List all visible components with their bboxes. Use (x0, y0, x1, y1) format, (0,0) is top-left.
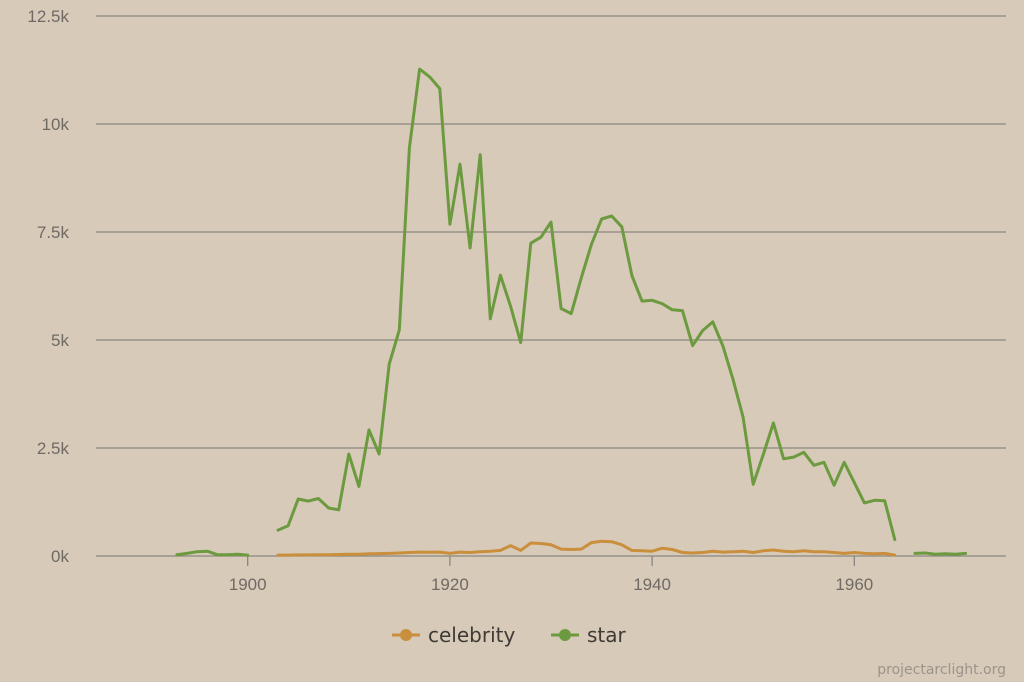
legend-item-star[interactable]: star (551, 623, 627, 647)
legend-label: celebrity (428, 623, 515, 647)
series-line-star (276, 67, 897, 542)
x-tick-label: 1960 (835, 575, 873, 594)
x-tick-label: 1900 (229, 575, 267, 594)
legend-swatch-marker (400, 629, 412, 641)
y-tick-label: 2.5k (37, 439, 70, 458)
legend-label: star (587, 623, 627, 647)
y-tick-label: 0k (51, 547, 69, 566)
y-tick-label: 7.5k (37, 223, 70, 242)
y-axis-ticks: 0k 2.5k 5k 7.5k 10k 12.5k (27, 7, 69, 566)
grid-lines (96, 15, 1006, 557)
series-line-star (913, 551, 968, 556)
legend[interactable]: celebrity star (392, 623, 627, 647)
series-line-star (175, 549, 250, 557)
x-tick-label: 1940 (633, 575, 671, 594)
credit-text: projectarclight.org (877, 662, 1006, 678)
y-tick-label: 12.5k (27, 7, 69, 26)
series-lines (175, 67, 968, 557)
series-line-celebrity (276, 539, 897, 557)
legend-item-celebrity[interactable]: celebrity (392, 623, 515, 647)
x-axis: 1900 1920 1940 1960 (229, 556, 873, 594)
x-tick-label: 1920 (431, 575, 469, 594)
y-tick-label: 5k (51, 331, 69, 350)
legend-swatch-marker (559, 629, 571, 641)
y-tick-label: 10k (42, 115, 70, 134)
